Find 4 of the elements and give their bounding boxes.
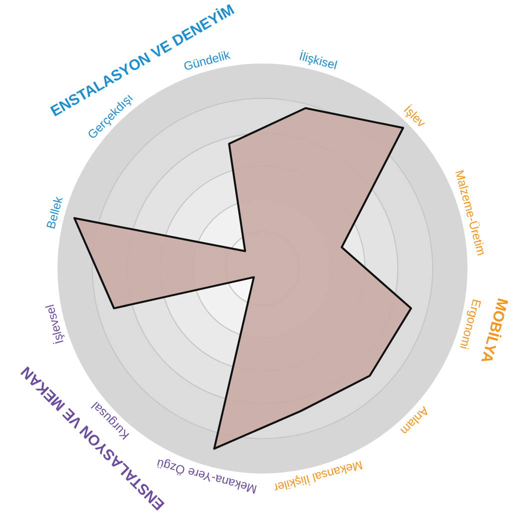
spoke-label: İşlevsel [42, 303, 67, 346]
spoke-label: Gündelik [182, 47, 232, 74]
spoke-label: Bellek [44, 194, 66, 230]
spoke-label: İlişkisel [298, 48, 339, 72]
